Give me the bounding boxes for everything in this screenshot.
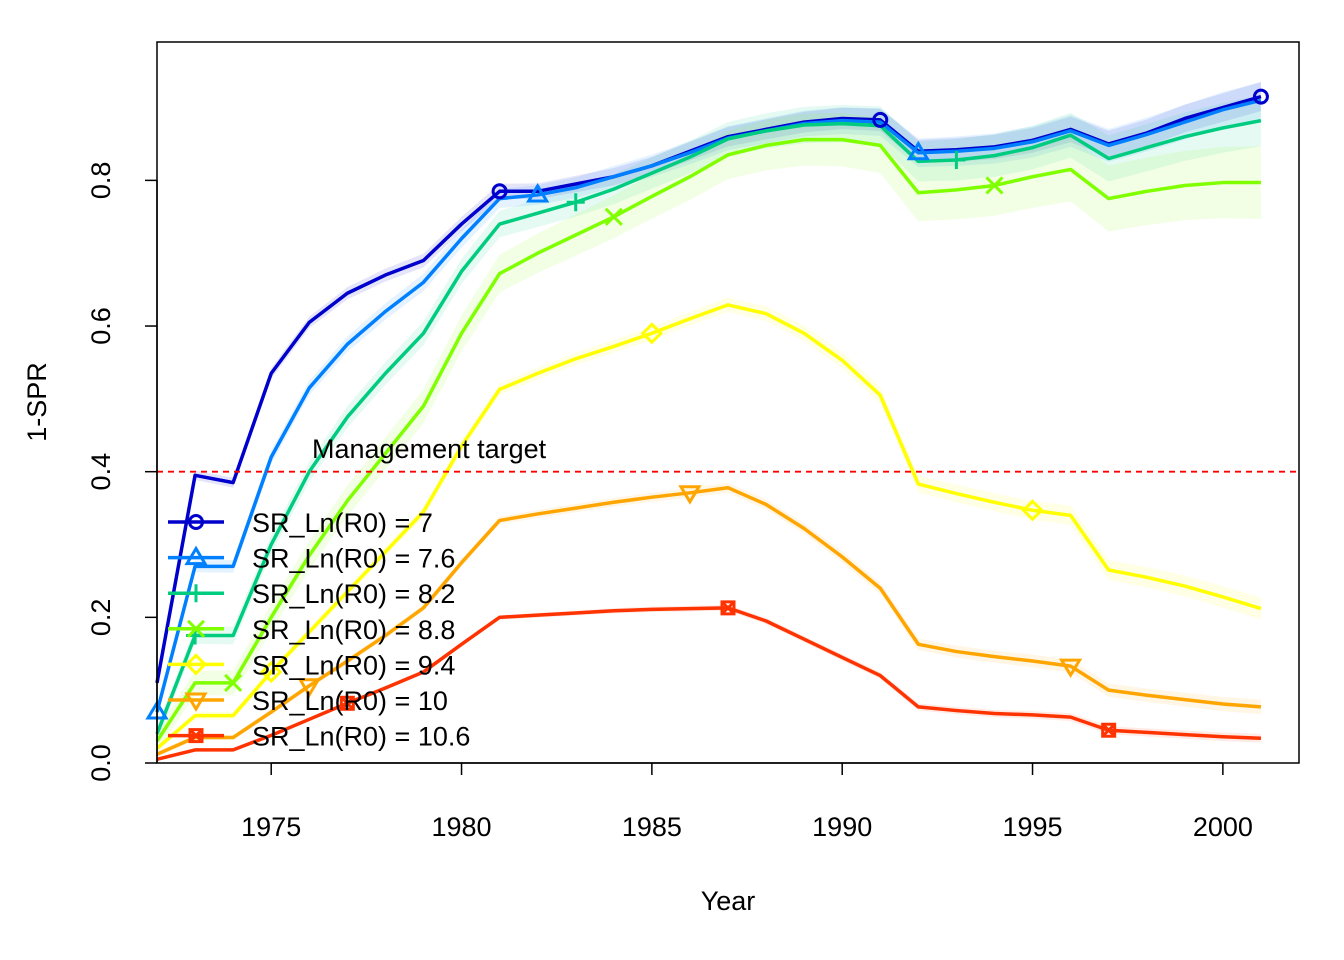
x-tick-label-2000: 2000 (1193, 812, 1253, 842)
y-tick-label-0: 0.0 (86, 744, 116, 782)
legend-label-3: SR_Ln(R0) = 8.8 (252, 615, 455, 645)
legend-label-1: SR_Ln(R0) = 7.6 (252, 544, 455, 574)
series-band-2 (157, 95, 1261, 742)
x-tick-label-1975: 1975 (241, 812, 301, 842)
legend-marker-2 (187, 584, 205, 603)
series-marker-3-1984 (604, 207, 623, 226)
series-marker-6-1987 (720, 600, 736, 616)
legend-marker-3 (186, 619, 206, 638)
series-line-5 (156, 485, 1262, 756)
x-tick-label-1985: 1985 (622, 812, 682, 842)
y-tick-label-2: 0.4 (86, 453, 116, 491)
legend-label-2: SR_Ln(R0) = 8.2 (252, 579, 455, 609)
legend-label-0: SR_Ln(R0) = 7 (252, 508, 433, 538)
x-tick-label-1990: 1990 (812, 812, 872, 842)
series-lines (155, 94, 1262, 762)
series-line-4 (155, 303, 1262, 750)
x-axis: 1975 1980 1985 1990 1995 2000 (241, 762, 1253, 842)
series-marker-0-2001 (1252, 88, 1269, 105)
y-tick-label-4: 0.8 (86, 162, 116, 200)
legend-label-4: SR_Ln(R0) = 9.4 (252, 650, 455, 680)
series-marker-5-1986 (678, 485, 702, 505)
series-marker-1-1992 (906, 140, 930, 161)
legend-marker-4 (184, 653, 208, 676)
series-marker-2-1983 (566, 193, 585, 212)
legend-marker-6 (188, 728, 204, 744)
series-marker-3-1974 (224, 673, 243, 692)
y-tick-label-1: 0.2 (86, 599, 116, 637)
legend-marker-5 (184, 692, 208, 712)
x-axis-label: Year (701, 886, 756, 916)
series-line-1 (155, 98, 1262, 713)
series-marker-3-1994 (985, 176, 1004, 195)
series-marker-0-1981 (491, 183, 508, 200)
series-marker-4-1975 (260, 660, 283, 684)
series-line-2 (155, 118, 1262, 735)
y-tick-label-3: 0.6 (86, 307, 116, 345)
legend-label-5: SR_Ln(R0) = 10 (252, 686, 448, 716)
legend-marker-0 (188, 514, 204, 530)
y-axis: 0.0 0.2 0.4 0.6 0.8 (86, 162, 158, 782)
series-band-0 (157, 82, 1261, 688)
y-axis-label: 1-SPR (22, 362, 52, 442)
series-band-3 (157, 112, 1261, 753)
legend: SR_Ln(R0) = 7 SR_Ln(R0) = 7.6 SR_Ln(R0) = … (168, 508, 470, 752)
management-target-label: Management target (312, 434, 547, 464)
legend-marker-1 (184, 545, 208, 566)
series-marker-0-1991 (872, 111, 889, 128)
x-tick-label-1995: 1995 (1002, 812, 1062, 842)
legend-label-6: SR_Ln(R0) = 10.6 (252, 722, 470, 752)
series-line-3 (155, 137, 1261, 743)
series-marker-1-1982 (526, 183, 550, 203)
series-marker-4-1985 (640, 322, 663, 345)
series-marker-6-1997 (1101, 722, 1117, 738)
series-marker-5-1976 (297, 678, 321, 698)
series-marker-4-1995 (1021, 499, 1044, 522)
series-marker-5-1996 (1058, 658, 1083, 679)
x-tick-label-1980: 1980 (431, 812, 491, 842)
series-marker-2-1993 (947, 150, 966, 169)
series-markers (145, 88, 1269, 738)
series-marker-6-1977 (339, 695, 355, 711)
